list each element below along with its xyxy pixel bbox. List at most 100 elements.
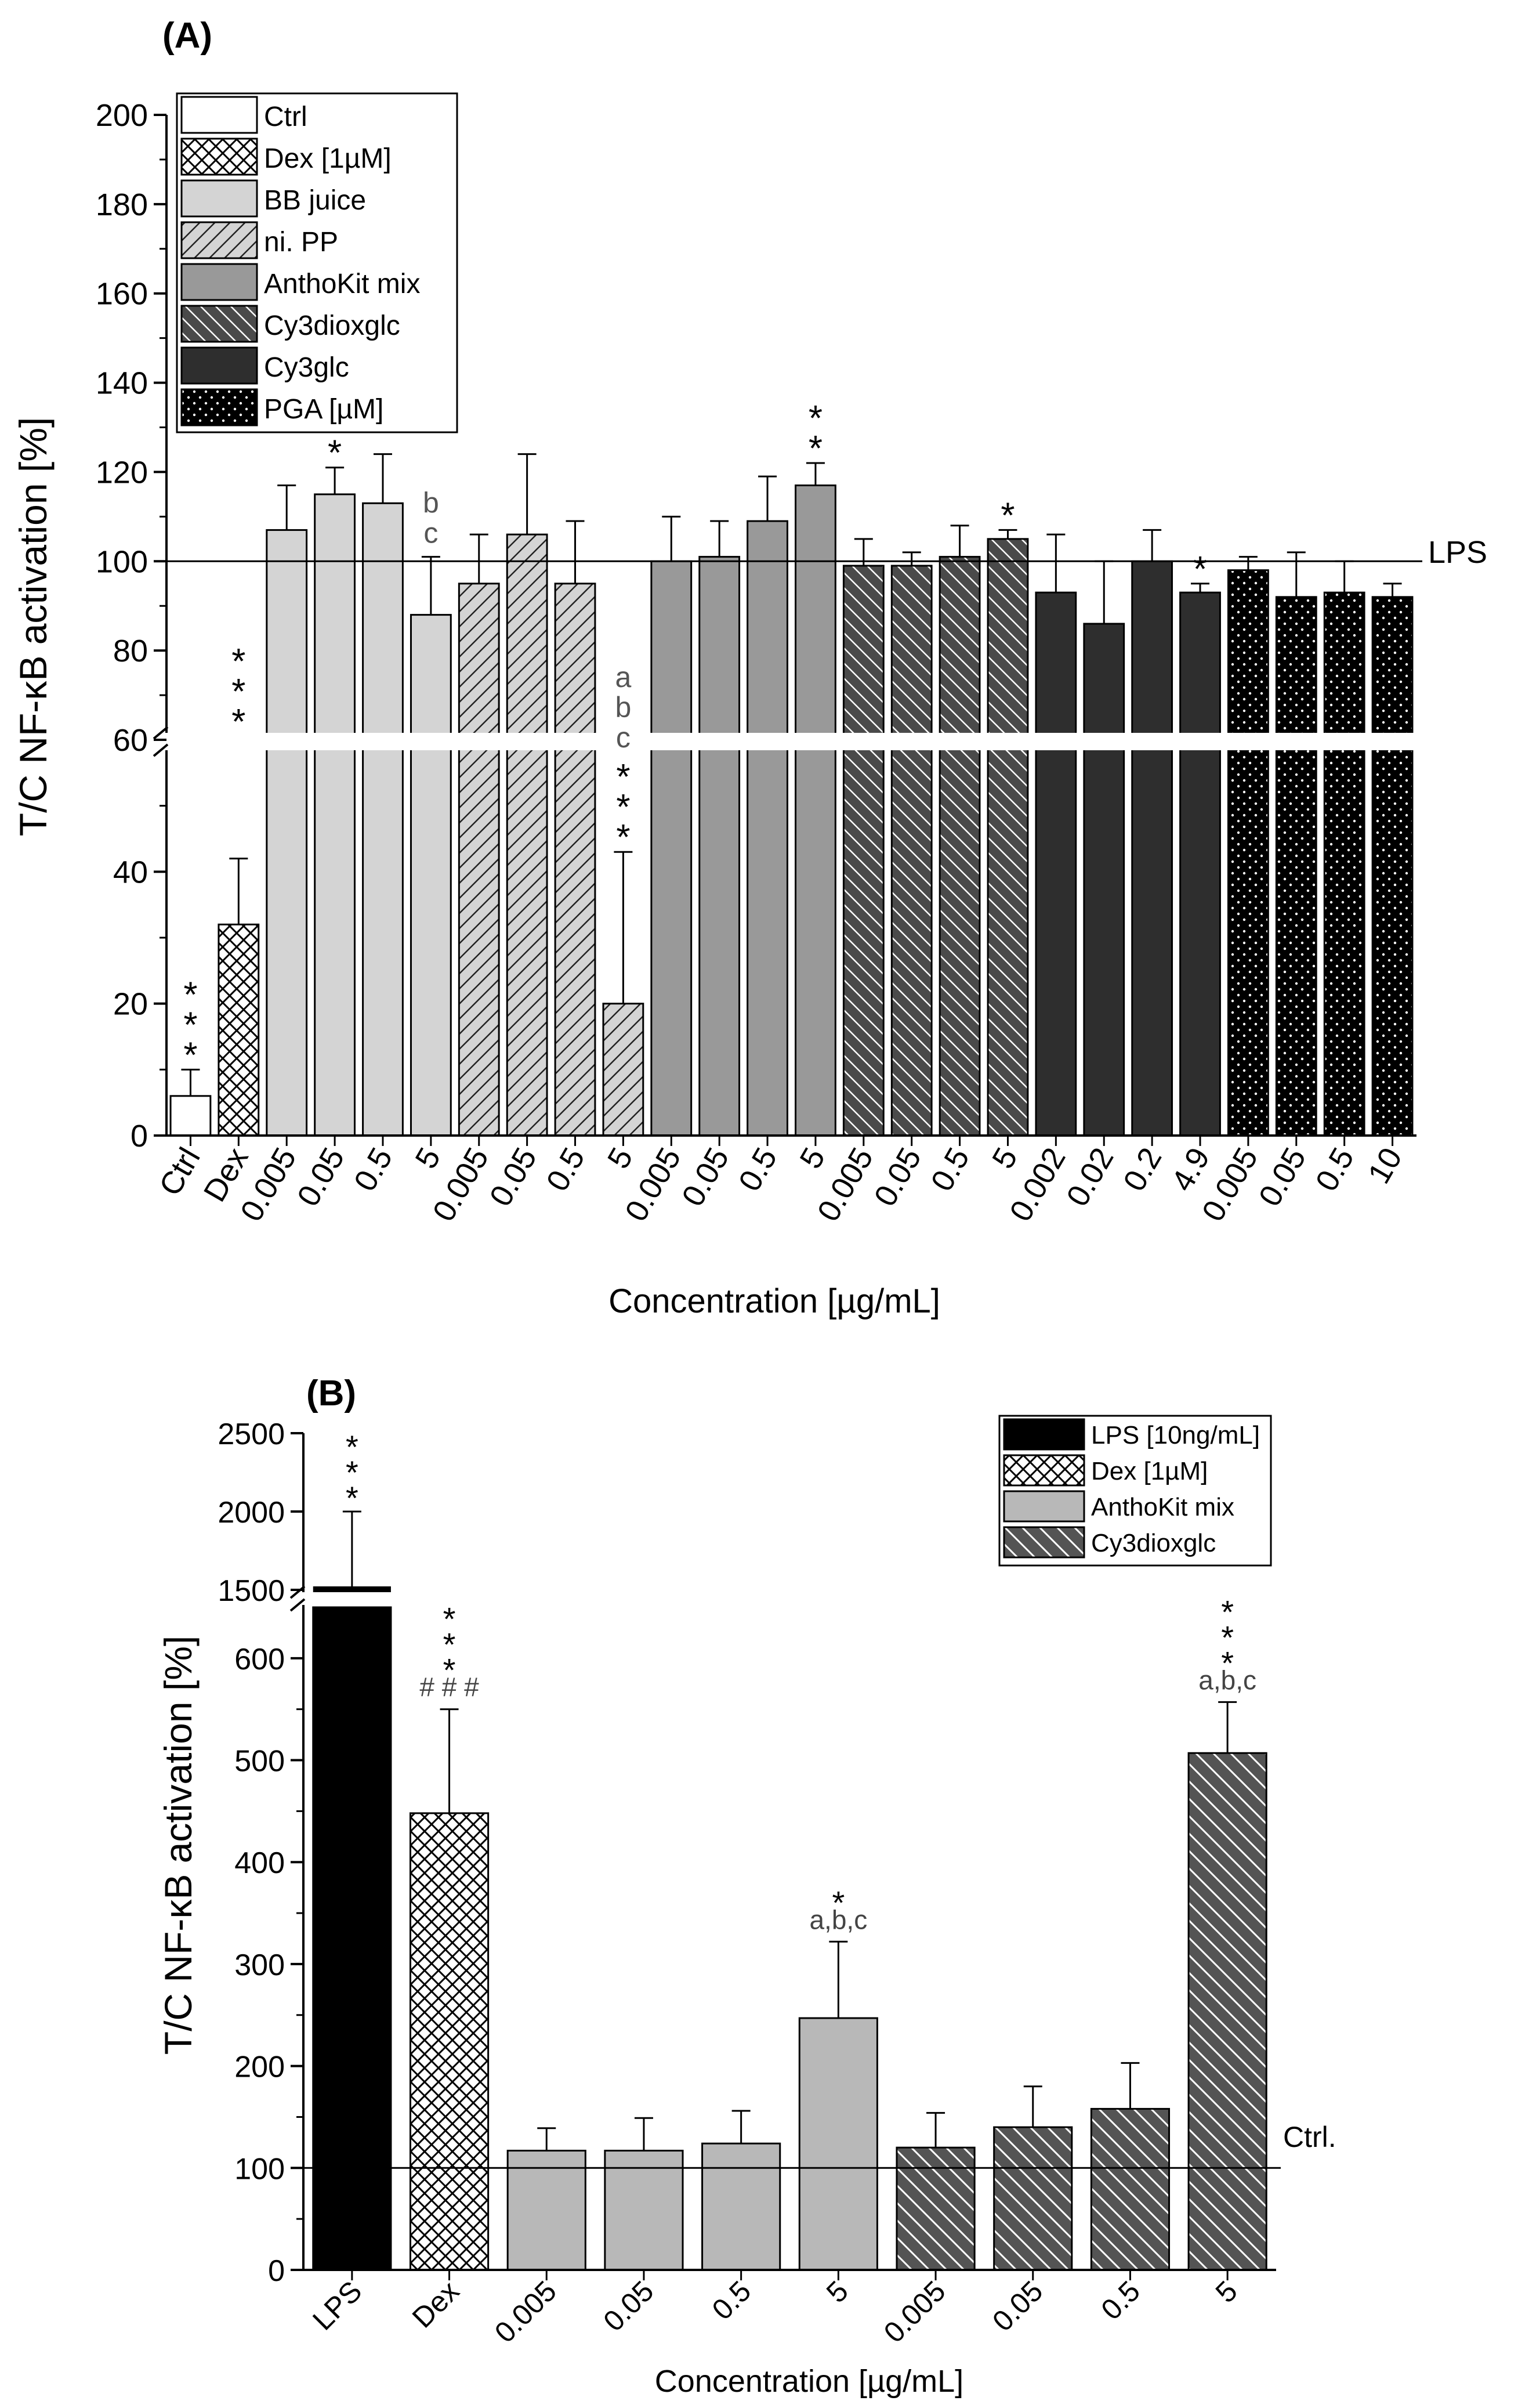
significance-star: * [231,642,245,682]
y-tick-label: 140 [96,366,148,401]
significance-letter: # # # [419,1672,479,1702]
y-tick-label: 1500 [218,1574,285,1608]
significance-star: * [616,818,630,858]
significance-star: * [832,1884,845,1921]
significance-star: * [231,702,245,742]
x-tick-label: 0.05 [291,1142,352,1212]
panel-a-x-axis-label: Concentration [µg/mL] [608,1282,940,1320]
legend-swatch-cy3glc [180,346,258,385]
significance-star: * [443,1601,456,1637]
x-tick-label: 0.5 [1309,1142,1361,1197]
bar [747,520,788,1137]
y-tick-label: 200 [234,2051,285,2084]
axis-break-gap [292,1592,416,1605]
axis-break-mark [153,743,169,757]
bar [169,1095,212,1137]
y-tick-label: 400 [234,1846,285,1880]
significance-star: * [809,399,823,439]
x-tick-label: 0.05 [868,1142,929,1212]
y-tick-label: 180 [96,187,148,222]
y-tick-label: 40 [113,855,148,890]
axis-break-mark [153,726,169,740]
bar [1227,569,1269,1137]
significance-star: * [616,787,630,827]
bar [409,1812,490,2271]
significance-star: * [328,433,342,473]
bar [650,560,693,1137]
bar [698,556,741,1137]
bar [506,533,548,1137]
bar [890,565,933,1137]
bar [842,565,885,1137]
y-tick-label: 0 [131,1119,148,1154]
x-tick-label: 0.02 [1060,1142,1121,1212]
legend-label-cy3dioxglc: Cy3dioxglc [1091,1529,1216,1557]
significance-star: * [1001,496,1015,536]
panel-b-axes [289,1433,1281,2271]
panel-b-legend: LPS [10ng/mL] Dex [1µM] AnthoKit mix Cy3dio… [998,1415,1272,1567]
panel-b-y-axis-label: T/C NF-κB activation [%] [157,1636,200,2055]
panel-b-x-ticks: LPS Dex 0.005 0.05 0.5 5 0.005 0.05 0.5 5 [306,2270,1244,2349]
significance-star: * [1221,1593,1234,1630]
significance-star: * [1221,1619,1234,1655]
x-tick-label: 10 [1361,1142,1409,1189]
y-tick-label: 600 [234,1643,285,1676]
x-tick-label: 5 [408,1142,447,1174]
x-tick-label: 5 [820,2275,854,2309]
y-tick-label: 300 [234,1948,285,1982]
panel-a-y-axis-label: T/C NF-κB activation [%] [12,417,55,837]
y-tick-label: 0 [268,2254,285,2288]
y-tick-label: 160 [96,277,148,312]
legend-label-dex-1-m: Dex [1µM] [264,143,392,174]
x-tick-label: 0.2 [1117,1142,1169,1197]
significance-star: * [346,1429,358,1465]
x-tick-label: 0.005 [488,2275,563,2349]
legend-swatch-cy3dioxglc [1003,1526,1085,1559]
significance-star: * [346,1480,358,1516]
bar [362,502,404,1137]
significance-star: * [231,672,245,712]
panel-a-bars [155,453,1422,1137]
x-tick-label: 0.05 [597,2275,660,2337]
legend-label-bb-juice: BB juice [264,185,366,216]
legend-swatch-ctrl [180,96,258,134]
y-tick-label: 120 [96,455,148,490]
x-tick-label: 0.5 [732,1142,784,1197]
legend-swatch-ni-pp [180,221,258,259]
legend-swatch-dex-1-m [180,138,258,176]
bar [266,529,308,1137]
bar [506,2149,586,2271]
x-tick-label: 0.5 [706,2275,758,2326]
legend-swatch-lps-10ng-ml [1003,1418,1085,1451]
bar [1371,596,1414,1137]
panel-b-x-axis-label: Concentration [µg/mL] [655,2364,963,2399]
panel-a-axes [153,115,1422,1137]
x-tick-label: 5 [793,1142,832,1174]
panel-b: (B) 0 100 200 300 400 500 600 1500 2000 2500 LPS D… [157,1373,1336,2399]
legend-label-cy3glc: Cy3glc [264,352,349,383]
bar [1187,1752,1267,2271]
significance-star: * [616,757,630,797]
bar [939,556,981,1137]
y-tick-label: 80 [113,634,148,668]
significance-star: * [183,975,197,1015]
legend-label-cy3dioxglc: Cy3dioxglc [264,310,400,341]
bar [1323,591,1365,1137]
bar [993,2126,1073,2271]
panel-b-y-ticks: 0 100 200 300 400 500 600 1500 2000 2500 [218,1418,303,2288]
significance-letter: c [616,721,631,754]
x-tick-label: 0.005 [878,2275,952,2349]
x-tick-label: 0.05 [483,1142,544,1212]
bar [1275,596,1317,1137]
legend-swatch-dex-1-m [1003,1454,1085,1487]
y-tick-label: 500 [234,1745,285,1778]
panel-a-annotations: *******cb***cba**** [183,399,1207,1075]
bar [218,923,260,1137]
significance-star: * [443,1652,456,1689]
legend-swatch-pga-m [180,388,258,426]
bar [1179,591,1221,1137]
significance-star: * [1221,1644,1234,1681]
y-tick-label: 2500 [218,1418,285,1451]
